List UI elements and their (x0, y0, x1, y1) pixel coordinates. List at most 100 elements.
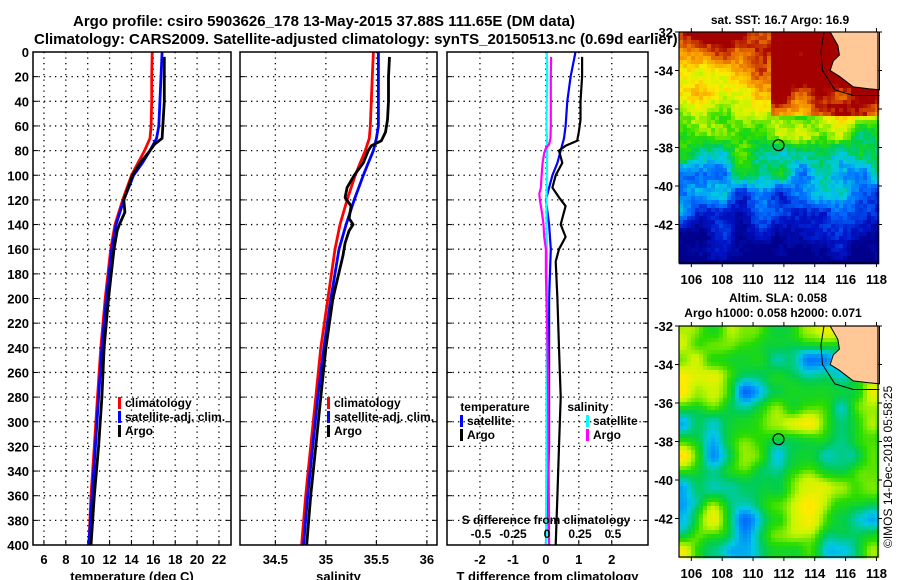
x-tick-label: 36 (420, 552, 434, 567)
y-tick-label: -38 (654, 435, 673, 450)
x-tick-label: 14 (124, 552, 139, 567)
sst-map: 106 108 110 112 114 116 118 -32 -34 -36 -38 -40 -42 s… (654, 13, 887, 287)
y-tick-label: -40 (654, 473, 673, 488)
x-tick-label: 20 (190, 552, 204, 567)
legend-label: satellite (593, 414, 638, 428)
x-tick-label: 22 (212, 552, 226, 567)
secondary-x-tick-label: -0.5 (471, 527, 492, 541)
argo-location-marker (772, 433, 785, 446)
plot-frame (446, 51, 649, 546)
x-tick-label: 16 (146, 552, 160, 567)
legend-swatch (327, 397, 330, 409)
y-tick-label: 260 (7, 365, 29, 380)
y-tick-label: -34 (654, 358, 674, 373)
x-tick-label: 35 (319, 552, 333, 567)
y-tick-label: 300 (7, 415, 29, 430)
x-tick-label: 112 (773, 272, 794, 287)
legend-swatch (586, 429, 589, 441)
title-line2: Climatology: CARS2009. Satellite-adjuste… (34, 31, 678, 48)
y-tick-label: 120 (7, 193, 29, 208)
y-tick-label: -42 (654, 512, 673, 527)
legend-swatch (460, 429, 463, 441)
x-tick-label: 1 (575, 552, 582, 567)
y-tick-label: 320 (7, 439, 29, 454)
x-tick-label: 114 (804, 272, 826, 287)
y-tick-label: 40 (15, 94, 29, 109)
legend-label: Argo (125, 424, 153, 438)
legend-swatch (118, 425, 121, 437)
series-line-argo (89, 56, 166, 546)
x-tick-label: 114 (804, 566, 826, 580)
title-line1: Argo profile: csiro 5903626_178 13-May-2… (73, 13, 575, 30)
plot-frame (239, 51, 438, 546)
map-title-line2: Argo h1000: 0.058 h2000: 0.071 (684, 306, 862, 320)
x-tick-label: 108 (711, 566, 733, 580)
y-tick-label: 160 (7, 242, 29, 257)
y-tick-label: -38 (654, 141, 673, 156)
secondary-x-tick-label: -0.25 (499, 527, 527, 541)
plot-area (240, 52, 437, 545)
y-tick-label: 60 (15, 119, 29, 134)
legend-swatch (327, 411, 330, 423)
y-tick-label: 400 (7, 538, 29, 553)
y-tick-label: 200 (7, 292, 29, 307)
legend-group-title: temperature (460, 400, 530, 414)
series-line-temperature-argo (551, 56, 584, 546)
x-tick-label: 35.5 (364, 552, 389, 567)
shelf-contour (820, 325, 880, 390)
y-tick-label: 140 (7, 218, 29, 233)
y-tick-label: 0 (22, 45, 29, 60)
legend-label: climatology (125, 396, 192, 410)
legend-label: satellite-adj. clim. (334, 410, 434, 424)
y-tick-label: 240 (7, 341, 29, 356)
y-tick-label: -32 (654, 319, 673, 334)
series-line-salinity-argo (538, 56, 553, 546)
series-line-satellite-adj-clim- (302, 52, 380, 546)
y-tick-label: 80 (15, 144, 29, 159)
argo-location-marker (772, 139, 785, 152)
secondary-x-tick-label: 0.5 (605, 527, 622, 541)
y-tick-label: 180 (7, 267, 29, 282)
difference-profile-panel: -2 -1 0 1 2 T difference from climatology S di… (446, 51, 649, 580)
y-tick-label: -42 (654, 218, 673, 233)
x-tick-label: 116 (835, 566, 856, 580)
x-tick-label: 112 (773, 566, 794, 580)
y-tick-label: -36 (654, 396, 673, 411)
y-tick-label: 220 (7, 316, 29, 331)
y-tick-label: 100 (7, 168, 29, 183)
x-tick-label: 106 (680, 566, 702, 580)
x-tick-label: -2 (474, 552, 486, 567)
temperature-profile-panel: 6 8 10 12 14 16 18 20 22020406080100120140160180… (7, 45, 232, 580)
x-tick-label: 8 (62, 552, 69, 567)
x-tick-label: 110 (743, 566, 764, 580)
x-tick-label: 34.5 (263, 552, 288, 567)
legend-label: Argo (334, 424, 362, 438)
series-line-argo (305, 56, 391, 546)
x-axis-label: T difference from climatology (456, 569, 639, 580)
legend-group-title: salinity (567, 400, 609, 414)
x-tick-label: 12 (102, 552, 116, 567)
y-tick-label: 20 (15, 70, 29, 85)
legend-swatch (586, 415, 589, 427)
x-tick-label: 108 (711, 272, 733, 287)
y-tick-label: 380 (7, 513, 29, 528)
plot-frame (32, 51, 232, 546)
series-line-salinity-satellite (545, 51, 549, 545)
secondary-x-tick-label: 0.25 (568, 527, 592, 541)
x-tick-label: 6 (40, 552, 47, 567)
legend-label: satellite-adj. clim. (125, 410, 225, 424)
legend-label: Argo (467, 428, 495, 442)
y-tick-label: 360 (7, 489, 29, 504)
x-tick-label: 10 (80, 552, 94, 567)
x-axis-label: salinity (316, 569, 362, 580)
y-tick-label: 280 (7, 390, 29, 405)
y-tick-label: -40 (654, 179, 673, 194)
y-tick-label: -36 (654, 102, 673, 117)
legend-label: climatology (334, 396, 401, 410)
y-tick-label: -34 (654, 64, 674, 79)
shelf-contour (820, 31, 880, 96)
legend-label: Argo (593, 428, 621, 442)
legend-swatch (460, 415, 463, 427)
legend-label: satellite (467, 414, 512, 428)
